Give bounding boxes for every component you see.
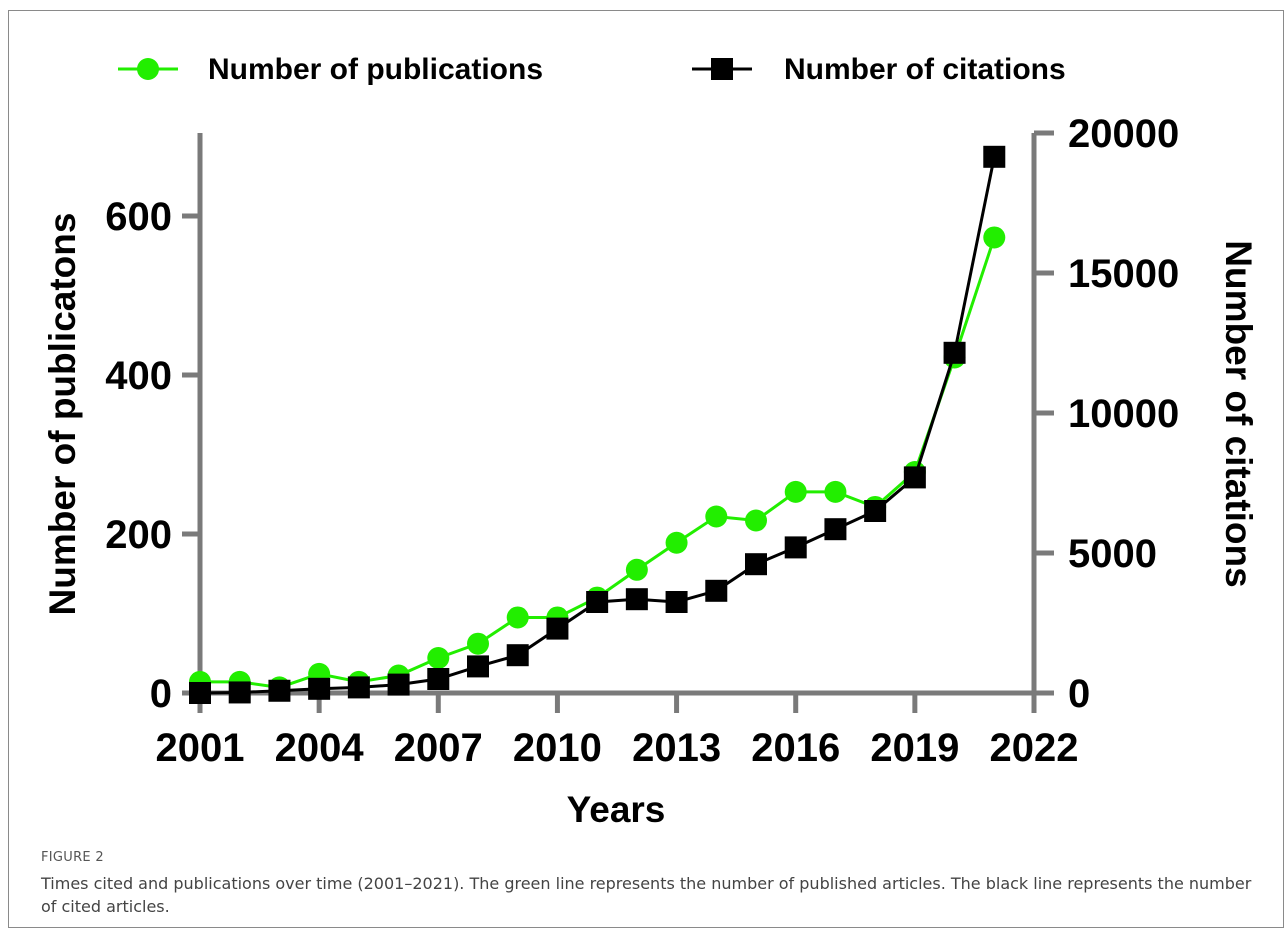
y2-tick-label: 20000 <box>1068 112 1179 156</box>
data-point <box>625 558 648 581</box>
data-point <box>983 145 1006 168</box>
y2-tick-label: 0 <box>1068 672 1090 716</box>
legend-marker <box>711 58 733 80</box>
data-point <box>308 677 331 700</box>
data-point <box>745 509 767 532</box>
legend-item: Number of citations <box>692 53 1066 86</box>
data-point <box>228 681 251 704</box>
data-point <box>467 655 489 678</box>
data-point <box>506 606 529 629</box>
data-point <box>824 518 847 541</box>
y2-axis-label: Number of citations <box>1218 240 1259 587</box>
y-tick-label: 0 <box>150 672 172 716</box>
y2-tick-label: 10000 <box>1068 392 1179 436</box>
y-tick-label: 200 <box>105 513 172 557</box>
x-tick-label: 2004 <box>275 726 365 770</box>
data-point <box>745 553 767 576</box>
data-point <box>625 588 648 611</box>
x-tick-label: 2001 <box>156 726 245 770</box>
data-point <box>784 480 807 503</box>
data-point <box>268 679 291 702</box>
y2-tick-label: 15000 <box>1068 252 1179 296</box>
x-tick-label: 2019 <box>870 726 959 770</box>
chart: Number of publications Number of citation… <box>42 53 1259 830</box>
x-tick-label: 2010 <box>513 726 602 770</box>
series-line <box>200 236 996 689</box>
y-tick-label: 400 <box>105 354 172 398</box>
data-point <box>864 500 887 522</box>
x-tick-label: 2022 <box>990 726 1079 770</box>
data-point <box>387 673 410 696</box>
legend-label: Number of citations <box>784 53 1066 86</box>
legend-marker <box>137 58 159 80</box>
legend-item: Number of publications <box>118 53 543 86</box>
data-point <box>665 531 688 554</box>
legend: Number of publications Number of citation… <box>118 53 1066 86</box>
x-tick-label: 2016 <box>751 726 840 770</box>
series-citations <box>189 145 1006 704</box>
data-point <box>705 579 728 602</box>
data-point <box>506 644 529 667</box>
data-point <box>903 466 926 489</box>
legend-label: Number of publications <box>208 53 543 86</box>
y-axis-label: Number of publicatons <box>42 213 83 616</box>
data-point <box>546 617 569 640</box>
data-point <box>824 480 847 503</box>
y-tick-label: 600 <box>105 195 172 239</box>
figure-frame <box>8 10 1284 928</box>
y2-tick-label: 5000 <box>1068 532 1157 576</box>
x-tick-label: 2013 <box>632 726 721 770</box>
figure-label: FIGURE 2 <box>41 850 104 865</box>
data-point <box>347 676 370 699</box>
figure-caption: Times cited and publications over time (… <box>41 874 1252 916</box>
data-point <box>586 591 609 613</box>
x-axis-label: Years <box>567 789 666 830</box>
axes: 0 200 400 600 0 5000 10000 15000 20000 2001 2004 20… <box>105 112 1179 770</box>
data-point <box>189 682 211 704</box>
data-point <box>427 647 450 670</box>
series-layer <box>189 145 1006 704</box>
data-point <box>784 536 807 559</box>
data-point <box>943 341 966 364</box>
series-publications <box>189 226 1006 699</box>
data-point <box>665 591 688 613</box>
data-point <box>983 226 1006 249</box>
data-point <box>467 632 489 655</box>
data-point <box>427 668 450 690</box>
data-point <box>705 505 728 528</box>
x-tick-label: 2007 <box>394 726 483 770</box>
